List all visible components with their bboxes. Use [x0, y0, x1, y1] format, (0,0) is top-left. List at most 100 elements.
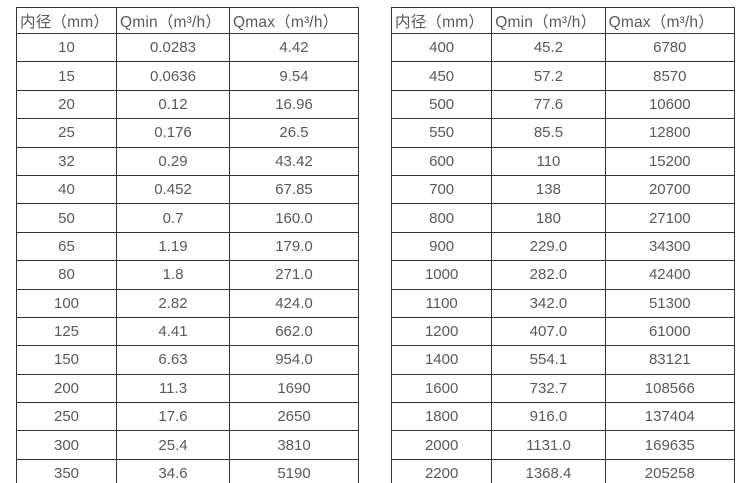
table-cell: 1100: [390, 288, 493, 318]
table-cell: 300: [16, 430, 117, 460]
table-cell: 15: [16, 61, 117, 91]
table-cell: 50: [16, 203, 117, 233]
table-body: 10 0.0283 4.42 15 0.0636 9.54 20 0.12 16.96 25 0.1…: [16, 32, 359, 483]
table-cell: 83121: [604, 345, 736, 375]
table-cell: 8570: [604, 61, 736, 91]
table-cell: 4.41: [116, 316, 230, 347]
table-cell: 1600: [390, 373, 493, 404]
table-cell: 40: [16, 174, 117, 205]
table-cell: 0.29: [116, 146, 230, 176]
table-row: 600 110 15200: [390, 146, 736, 176]
table-cell: 0.0283: [116, 32, 230, 63]
table-cell: 2000: [390, 430, 493, 460]
table-cell: 85.5: [491, 118, 606, 148]
column-header-qmax: Qmax（m³/h）: [229, 7, 359, 34]
table-cell: 600: [390, 146, 493, 176]
table-cell: 0.7: [116, 203, 230, 233]
table-body: 400 45.2 6780 450 57.2 8570 500 77.6 10600 550 85.…: [390, 32, 736, 483]
table-cell: 25.4: [116, 430, 230, 460]
table-cell: 271.0: [229, 260, 359, 290]
table-row: 550 85.5 12800: [390, 118, 736, 148]
table-cell: 17.6: [116, 402, 230, 432]
table-cell: 34300: [604, 231, 736, 262]
column-header-inner-diameter: 内径（mm）: [390, 7, 493, 34]
table-cell: 61000: [604, 316, 736, 347]
table-cell: 2.82: [116, 288, 230, 318]
table-cell: 1000: [390, 260, 493, 290]
table-cell: 1131.0: [491, 430, 606, 460]
table-cell: 6780: [604, 32, 736, 63]
table-cell: 450: [390, 61, 493, 91]
table-cell: 51300: [604, 288, 736, 318]
table-cell: 45.2: [491, 32, 606, 63]
table-cell: 1.19: [116, 231, 230, 262]
table-cell: 169635: [604, 430, 736, 460]
table-cell: 110: [491, 146, 606, 176]
table-row: 450 57.2 8570: [390, 61, 736, 91]
table-cell: 27100: [604, 203, 736, 233]
table-cell: 550: [390, 118, 493, 148]
table-row: 250 17.6 2650: [16, 402, 359, 432]
table-cell: 3810: [229, 430, 359, 460]
table-row: 10 0.0283 4.42: [16, 32, 359, 63]
table-row: 40 0.452 67.85: [16, 174, 359, 205]
table-cell: 4.42: [229, 32, 359, 63]
flow-spec-table-small-diameters: 内径（mm） Qmin（m³/h） Qmax（m³/h） 10 0.0283 4.4…: [16, 7, 359, 483]
column-header-qmin: Qmin（m³/h）: [491, 7, 606, 34]
table-cell: 1368.4: [491, 458, 606, 483]
table-cell: 10: [16, 32, 117, 63]
table-cell: 1800: [390, 402, 493, 432]
table-header-row: 内径（mm） Qmin（m³/h） Qmax（m³/h）: [390, 7, 736, 34]
table-header-row: 内径（mm） Qmin（m³/h） Qmax（m³/h）: [16, 7, 359, 34]
flow-spec-table-large-diameters: 内径（mm） Qmin（m³/h） Qmax（m³/h） 400 45.2 6780…: [390, 7, 736, 483]
table-row: 150 6.63 954.0: [16, 345, 359, 375]
table-cell: 800: [390, 203, 493, 233]
table-cell: 424.0: [229, 288, 359, 318]
table-row: 15 0.0636 9.54: [16, 61, 359, 91]
table-row: 25 0.176 26.5: [16, 118, 359, 148]
table-row: 2200 1368.4 205258: [390, 458, 736, 483]
table-row: 500 77.6 10600: [390, 89, 736, 120]
table-cell: 1690: [229, 373, 359, 404]
table-row: 300 25.4 3810: [16, 430, 359, 460]
table-cell: 342.0: [491, 288, 606, 318]
table-cell: 700: [390, 174, 493, 205]
table-cell: 43.42: [229, 146, 359, 176]
table-cell: 407.0: [491, 316, 606, 347]
table-cell: 205258: [604, 458, 736, 483]
table-cell: 25: [16, 118, 117, 148]
table-cell: 180: [491, 203, 606, 233]
table-row: 125 4.41 662.0: [16, 316, 359, 347]
table-cell: 900: [390, 231, 493, 262]
table-row: 1200 407.0 61000: [390, 316, 736, 347]
table-cell: 179.0: [229, 231, 359, 262]
table-row: 100 2.82 424.0: [16, 288, 359, 318]
table-cell: 16.96: [229, 89, 359, 120]
table-row: 800 180 27100: [390, 203, 736, 233]
column-header-qmax: Qmax（m³/h）: [604, 7, 736, 34]
table-row: 1000 282.0 42400: [390, 260, 736, 290]
table-cell: 20: [16, 89, 117, 120]
column-header-qmin: Qmin（m³/h）: [116, 7, 230, 34]
table-cell: 9.54: [229, 61, 359, 91]
table-row: 900 229.0 34300: [390, 231, 736, 262]
table-row: 400 45.2 6780: [390, 32, 736, 63]
table-cell: 282.0: [491, 260, 606, 290]
table-row: 200 11.3 1690: [16, 373, 359, 404]
table-cell: 125: [16, 316, 117, 347]
table-row: 65 1.19 179.0: [16, 231, 359, 262]
table-cell: 65: [16, 231, 117, 262]
table-row: 50 0.7 160.0: [16, 203, 359, 233]
table-cell: 137404: [604, 402, 736, 432]
table-cell: 67.85: [229, 174, 359, 205]
table-cell: 0.0636: [116, 61, 230, 91]
table-cell: 80: [16, 260, 117, 290]
table-cell: 0.12: [116, 89, 230, 120]
table-cell: 0.452: [116, 174, 230, 205]
table-cell: 32: [16, 146, 117, 176]
table-cell: 500: [390, 89, 493, 120]
table-cell: 732.7: [491, 373, 606, 404]
table-cell: 662.0: [229, 316, 359, 347]
table-cell: 26.5: [229, 118, 359, 148]
table-cell: 57.2: [491, 61, 606, 91]
